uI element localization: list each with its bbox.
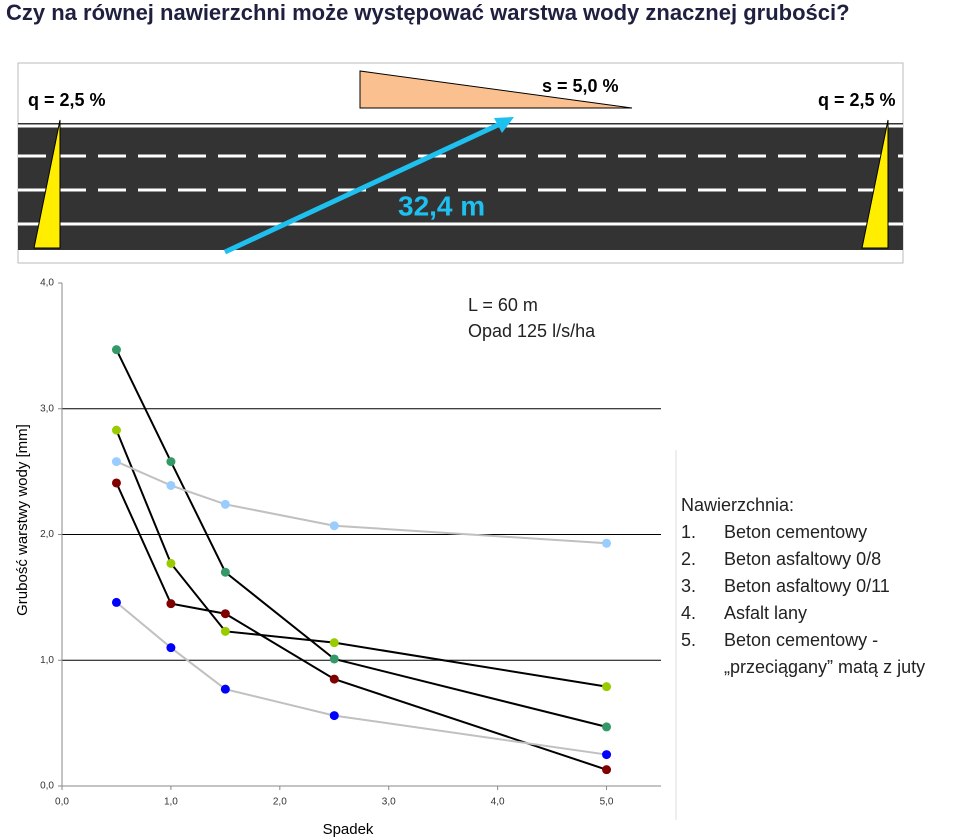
data-point [329,654,339,664]
legend-text: Beton asfaltowy 0/8 [724,549,881,569]
data-point [111,478,121,488]
legend-number: 1. [681,522,696,542]
legend-title: Nawierzchnia: [681,495,794,515]
data-point [220,609,230,619]
slope-triangle [861,119,889,249]
data-point [166,558,176,568]
slope-triangle [33,119,61,249]
data-point [329,521,339,531]
legend-text: Beton cementowy [724,522,867,542]
arrow-head [494,117,514,133]
data-point [220,626,230,636]
data-point [220,567,230,577]
data-point [220,499,230,509]
data-point [111,345,121,355]
y-tick-label: 2,0 [40,529,54,540]
data-point [329,711,339,721]
x-tick-label: 5,0 [600,797,614,808]
data-point [111,457,121,467]
legend-text: Beton asfaltowy 0/11 [724,576,890,596]
y-tick-label: 0,0 [40,781,54,792]
slope-label: q = 2,5 % [28,90,106,110]
slope-triangle [359,70,633,109]
legend-number: 2. [681,549,696,569]
data-point [602,538,612,548]
data-point [166,643,176,653]
data-point [329,638,339,648]
legend-number: 3. [681,576,696,596]
slide-title: Czy na równej nawierzchni może występowa… [6,0,850,25]
data-point [602,765,612,775]
x-axis-label: Spadek [323,821,374,838]
chart: 0,0 1,0 2,0 3,0 4,0 0,0 1,0 2,0 3,0 4,0 5,0 [40,278,661,808]
y-axis-label: Grubość warstwy wody [mm] [14,424,31,616]
x-tick-label: 4,0 [491,797,505,808]
data-point [166,457,176,467]
slope-label: q = 2,5 % [818,90,896,110]
legend-text: Beton cementowy - [724,630,878,650]
data-point [220,684,230,694]
data-point [602,722,612,732]
flow-label: 32,4 m [398,190,485,221]
legend: Nawierzchnia: 1. Beton cementowy 2. Beton as… [681,495,925,677]
y-tick-label: 1,0 [40,655,54,666]
x-tick-label: 3,0 [382,797,396,808]
y-tick-label: 4,0 [40,278,54,289]
annotation: L = 60 m [468,295,538,315]
legend-text: Asfalt lany [724,603,807,623]
flow-arrow [223,121,502,255]
data-point [602,682,612,692]
data-point [111,425,121,435]
legend-text: „przeciągany” matą z juty [724,657,925,677]
data-point [166,599,176,609]
x-tick-label: 1,0 [164,797,178,808]
legend-number: 4. [681,603,696,623]
y-tick-label: 3,0 [40,403,54,414]
legend-number: 5. [681,630,696,650]
x-tick-label: 0,0 [55,797,69,808]
data-point [166,480,176,490]
data-point [111,597,121,607]
slope-label: s = 5,0 % [542,76,619,96]
x-tick-label: 2,0 [273,797,287,808]
data-point [329,674,339,684]
data-point [602,750,612,760]
annotation: Opad 125 l/s/ha [468,321,596,341]
